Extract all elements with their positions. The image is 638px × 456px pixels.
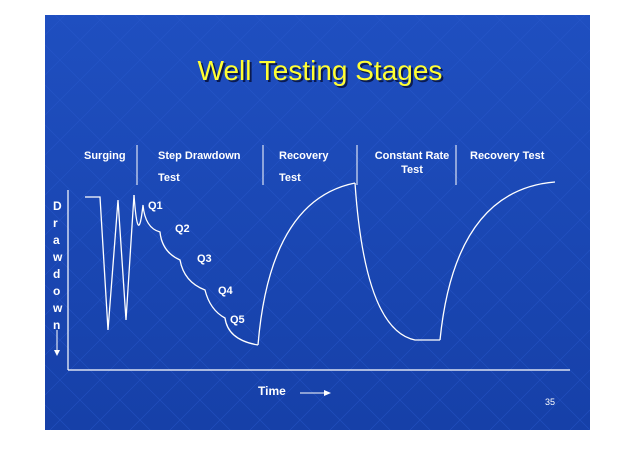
stage-label: Constant Rate <box>375 150 450 162</box>
step-label: Q2 <box>175 223 190 235</box>
y-axis-letter: n <box>53 318 60 332</box>
step-label: Q4 <box>218 285 234 297</box>
stage-separators <box>136 145 457 185</box>
y-axis-letter: a <box>53 233 60 247</box>
stage-label: Test <box>279 172 301 184</box>
surging-curve <box>85 194 135 331</box>
stage-label: Test <box>401 164 423 176</box>
y-axis-label: Drawdown <box>52 199 63 332</box>
step-label: Q5 <box>230 314 245 326</box>
page-number: 35 <box>545 397 555 407</box>
background-pattern <box>45 15 590 430</box>
y-axis-letter: r <box>53 216 58 230</box>
step-drawdown-curve <box>133 194 259 346</box>
step-label: Q3 <box>197 253 212 265</box>
y-axis-letter: D <box>53 199 62 213</box>
stage-label: Recovery <box>279 150 329 162</box>
y-axis-letter: o <box>53 284 60 298</box>
y-axis-letter: w <box>52 301 63 315</box>
y-arrowhead <box>54 350 60 356</box>
recovery-curve <box>257 182 356 346</box>
stage-label: Surging <box>84 150 126 162</box>
y-axis-letter: d <box>53 267 60 281</box>
step-label: Q1 <box>148 200 163 212</box>
y-axis-letter: w <box>52 250 63 264</box>
stage-label: Step Drawdown <box>158 150 241 162</box>
constant-rate-curve <box>354 182 440 341</box>
title: Well Testing Stages <box>198 55 443 86</box>
stage-label: Test <box>158 172 180 184</box>
recovery-test-curve <box>439 181 556 341</box>
title-shadow: Well Testing Stages <box>200 57 445 88</box>
x-arrowhead <box>324 390 331 396</box>
stage-label: Recovery Test <box>470 150 545 162</box>
x-axis-label: Time <box>258 384 286 398</box>
